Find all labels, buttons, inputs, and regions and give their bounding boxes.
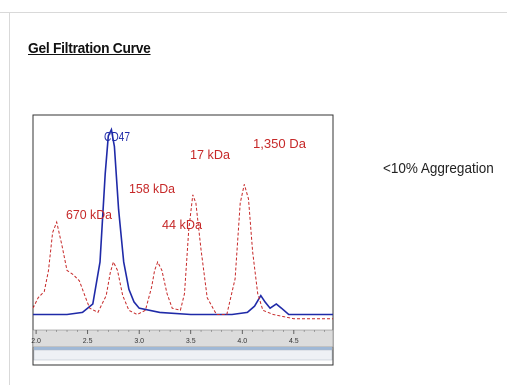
page-title: Gel Filtration Curve [28, 40, 151, 57]
x-tick-label: 4.5 [289, 338, 299, 345]
x-tick-label: 2.5 [83, 338, 93, 345]
x-axis-ticks: 2.0 2.5 3.0 3.5 4.0 4.5 [31, 330, 326, 345]
x-tick-label: 3.0 [134, 338, 144, 345]
frame-top-border [0, 12, 507, 13]
peak-label-44-kda: 44 kDa [162, 217, 203, 232]
plot-area [32, 127, 333, 320]
peak-label-158-kda: 158 kDa [129, 181, 176, 196]
peak-label-cd47: CD47 [104, 129, 130, 144]
series-line-standards [32, 184, 333, 320]
x-scrollbar-track [34, 347, 332, 350]
peak-labels: CD47 670 kDa 158 kDa 44 kDa 17 kDa 1,350 Da [66, 129, 307, 232]
x-tick-label: 2.0 [31, 338, 41, 345]
x-tick-label: 4.0 [237, 338, 247, 345]
aggregation-note: <10% Aggregation [383, 160, 494, 177]
x-tick-label: 3.5 [186, 338, 196, 345]
series-line-cd47 [33, 127, 333, 316]
frame-left-border [9, 12, 10, 385]
peak-label-670-kda: 670 kDa [66, 207, 113, 222]
peak-label-17-kda: 17 kDa [190, 147, 231, 162]
chart-frame [32, 114, 334, 366]
peak-label-1-350-da: 1,350 Da [253, 136, 307, 151]
x-scrollbar[interactable] [33, 349, 333, 361]
